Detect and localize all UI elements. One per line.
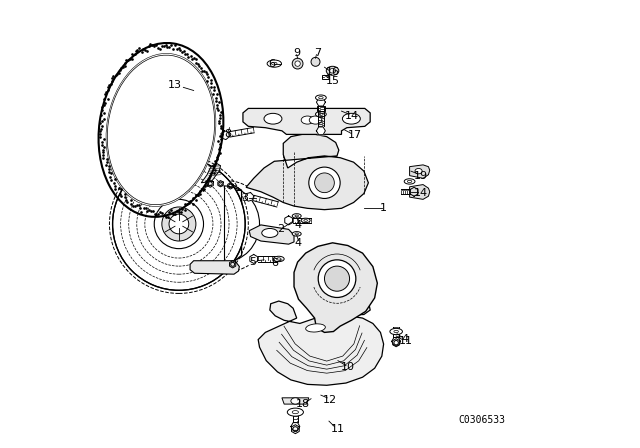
Ellipse shape [324, 266, 349, 291]
Polygon shape [190, 261, 239, 274]
Ellipse shape [106, 53, 216, 207]
Ellipse shape [292, 58, 303, 69]
Polygon shape [291, 422, 300, 431]
Bar [317, 106, 325, 111]
Ellipse shape [301, 116, 314, 124]
Polygon shape [316, 98, 325, 106]
Ellipse shape [287, 408, 303, 416]
Bar [323, 75, 328, 79]
Text: 14: 14 [413, 188, 428, 198]
Ellipse shape [162, 207, 196, 241]
Polygon shape [243, 108, 370, 134]
Text: C0306533: C0306533 [459, 415, 506, 425]
Text: 9: 9 [293, 48, 300, 58]
Text: 18: 18 [296, 399, 310, 409]
Ellipse shape [113, 158, 245, 290]
Ellipse shape [295, 61, 300, 66]
Polygon shape [250, 254, 257, 263]
Polygon shape [186, 186, 242, 261]
Polygon shape [392, 337, 401, 345]
Ellipse shape [316, 112, 326, 117]
Ellipse shape [415, 168, 422, 174]
Ellipse shape [315, 173, 334, 193]
Ellipse shape [267, 60, 282, 67]
Text: 7: 7 [314, 48, 321, 58]
Polygon shape [285, 216, 292, 225]
Ellipse shape [330, 69, 336, 73]
Text: 4: 4 [295, 238, 302, 248]
Text: 14: 14 [345, 112, 359, 121]
Text: 13: 13 [168, 80, 181, 90]
Ellipse shape [390, 328, 403, 335]
Polygon shape [294, 243, 378, 332]
Text: 4: 4 [295, 220, 302, 230]
Text: 3: 3 [241, 193, 248, 203]
Text: 6: 6 [268, 59, 275, 69]
Polygon shape [221, 131, 229, 140]
Ellipse shape [342, 113, 360, 124]
Text: 6: 6 [271, 258, 278, 268]
Polygon shape [245, 193, 253, 201]
Text: 8: 8 [225, 129, 232, 138]
Ellipse shape [306, 324, 325, 332]
Ellipse shape [404, 179, 415, 184]
Ellipse shape [311, 57, 320, 66]
Ellipse shape [154, 199, 204, 249]
Ellipse shape [326, 66, 339, 75]
Ellipse shape [309, 116, 322, 124]
Ellipse shape [273, 256, 284, 262]
Ellipse shape [301, 218, 310, 223]
Polygon shape [246, 134, 369, 210]
Polygon shape [410, 185, 430, 199]
Polygon shape [282, 398, 309, 404]
Text: 10: 10 [340, 362, 355, 372]
Ellipse shape [292, 214, 301, 218]
Text: 12: 12 [323, 395, 337, 405]
Ellipse shape [318, 260, 356, 297]
Ellipse shape [292, 232, 301, 236]
Ellipse shape [262, 228, 278, 237]
Ellipse shape [291, 398, 300, 404]
Polygon shape [249, 225, 294, 244]
Polygon shape [258, 301, 383, 385]
Text: 19: 19 [413, 171, 428, 181]
Text: 17: 17 [348, 130, 362, 140]
Polygon shape [192, 186, 242, 190]
Ellipse shape [316, 95, 326, 100]
Ellipse shape [169, 214, 189, 234]
Text: 16: 16 [326, 67, 340, 77]
Polygon shape [202, 164, 221, 183]
Text: 4: 4 [401, 334, 409, 344]
Text: 5: 5 [250, 257, 256, 267]
Polygon shape [410, 187, 418, 196]
Text: 11: 11 [399, 336, 413, 346]
Text: 1: 1 [380, 203, 387, 213]
Text: 15: 15 [326, 76, 340, 86]
Ellipse shape [308, 167, 340, 198]
Polygon shape [410, 165, 430, 178]
Polygon shape [316, 127, 325, 135]
Text: 11: 11 [331, 424, 345, 434]
Ellipse shape [264, 113, 282, 124]
Text: 2: 2 [277, 224, 284, 234]
